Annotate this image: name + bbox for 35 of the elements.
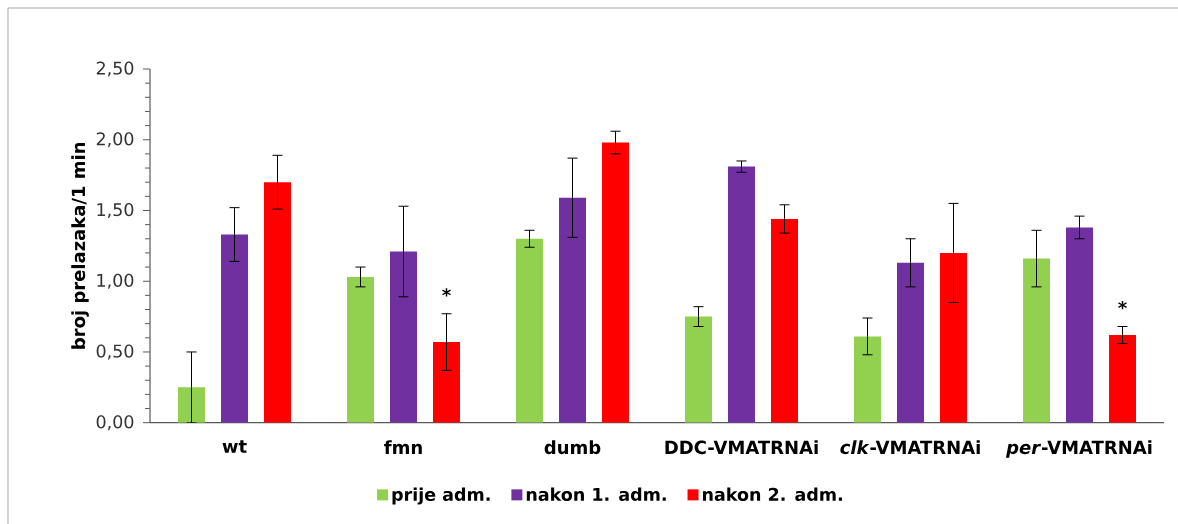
x-tick-label: fmn [384, 440, 422, 454]
bar [771, 218, 798, 423]
bar [897, 262, 924, 423]
annotation: * [1118, 300, 1127, 310]
y-tick-label: 1,50 [97, 202, 134, 218]
y-tick-label: 0,00 [96, 415, 134, 431]
x-tick-label: dumb [544, 440, 601, 455]
bar [221, 234, 248, 423]
bar [516, 238, 543, 423]
bar [602, 142, 629, 423]
y-tick-label: 0,50 [96, 344, 134, 360]
y-axis-title: broj prelazaka/1 min [71, 142, 89, 349]
y-tick-label: 2,00 [96, 132, 134, 148]
bar [390, 251, 417, 423]
y-tick-label: 1,00 [97, 273, 134, 289]
bar [1066, 227, 1093, 423]
x-tick-label: wt [222, 440, 247, 453]
bar [347, 276, 374, 423]
bar [1109, 334, 1136, 423]
bar [728, 166, 755, 423]
bar [854, 336, 881, 423]
bar [940, 252, 967, 423]
legend-label: nakon 2. adm. [702, 487, 842, 502]
x-tick-label: clk-VMATRNAi [840, 440, 980, 455]
bar [1023, 258, 1050, 423]
x-tick-label: DDC-VMATRNAi [665, 440, 818, 455]
x-tick-label: per-VMATRNAi [1005, 440, 1152, 458]
legend-label: nakon 1. adm. [526, 487, 666, 502]
legend-label: prije adm. [392, 487, 490, 505]
annotation: * [442, 288, 451, 297]
bar [559, 197, 586, 423]
bar [685, 316, 712, 423]
bar [264, 182, 291, 423]
y-tick-label: 2,50 [96, 61, 134, 77]
bar [433, 342, 460, 423]
